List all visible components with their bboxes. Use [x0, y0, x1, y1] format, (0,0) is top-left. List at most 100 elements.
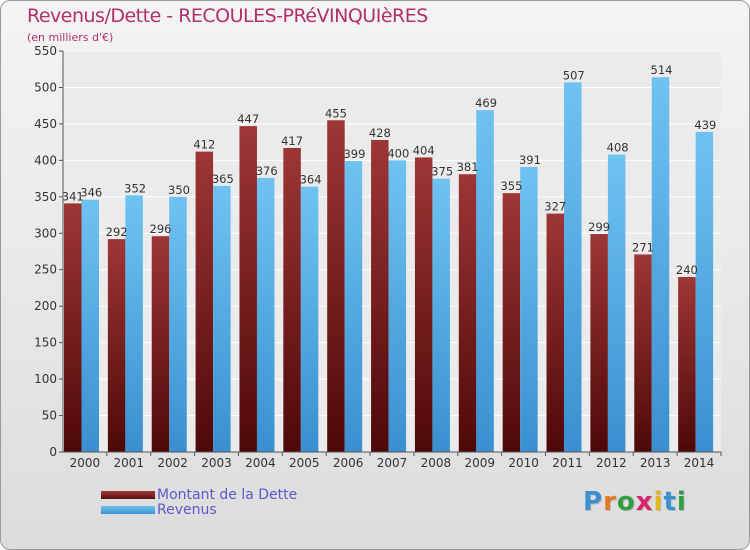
- data-label-debt: 240: [676, 263, 698, 277]
- y-tick-label: 50: [42, 409, 57, 423]
- data-label-debt: 355: [500, 179, 522, 193]
- x-tick-label: 2005: [289, 456, 320, 470]
- x-tick-label: 2011: [552, 456, 583, 470]
- bar-debt: [590, 234, 608, 452]
- legend-label-revenue: Revenus: [157, 501, 217, 518]
- bar-debt: [502, 193, 521, 452]
- bar-revenue: [344, 161, 363, 453]
- x-tick-label: 2002: [157, 456, 188, 470]
- y-tick-label: 350: [34, 190, 57, 204]
- bar-revenue: [256, 177, 275, 452]
- legend-item-debt: Montant de la Dette: [101, 486, 298, 503]
- data-label-revenue: 365: [212, 172, 234, 186]
- bar-revenue: [169, 196, 187, 452]
- x-tick-label: 2009: [464, 456, 495, 470]
- x-tick-label: 2006: [333, 456, 364, 470]
- bar-debt: [634, 254, 652, 452]
- y-tick-label: 0: [49, 445, 57, 459]
- data-label-debt: 341: [62, 189, 84, 203]
- data-label-revenue: 469: [475, 96, 497, 110]
- logo-letter: t: [663, 487, 677, 517]
- bar-debt: [195, 151, 214, 452]
- legend-item-revenue: Revenus: [101, 501, 297, 518]
- data-label-revenue: 350: [168, 183, 190, 197]
- chart-title: Revenus/Dette - RECOULES-PRéVINQUIèRES: [27, 5, 428, 27]
- data-label-revenue: 400: [387, 146, 409, 160]
- x-tick-label: 2013: [640, 456, 671, 470]
- legend-swatch-revenue: [101, 505, 155, 514]
- x-tick-label: 2001: [114, 456, 145, 470]
- bar-debt: [327, 120, 345, 452]
- data-label-revenue: 408: [607, 141, 629, 155]
- y-tick-label: 200: [34, 299, 57, 313]
- bar-revenue: [607, 154, 626, 452]
- y-tick-label: 250: [34, 263, 57, 277]
- bar-revenue: [476, 110, 494, 452]
- y-tick-label: 150: [34, 336, 57, 350]
- bar-revenue: [388, 160, 407, 452]
- legend-label-debt: Montant de la Dette: [157, 486, 298, 503]
- data-label-revenue: 399: [343, 147, 365, 161]
- bar-debt: [458, 174, 477, 452]
- data-label-debt: 296: [150, 222, 172, 236]
- bar-debt: [239, 126, 257, 452]
- bar-revenue: [300, 186, 319, 453]
- bar-debt: [678, 277, 696, 452]
- logo-letter: r: [603, 487, 617, 517]
- y-tick-label: 400: [34, 153, 57, 167]
- x-tick-label: 2004: [245, 456, 276, 470]
- data-label-debt: 404: [413, 143, 435, 157]
- x-tick-label: 2003: [201, 456, 232, 470]
- x-tick-label: 2007: [377, 456, 408, 470]
- logo-letter: i: [676, 487, 687, 517]
- bar-debt: [107, 239, 126, 452]
- bar-revenue: [125, 195, 143, 453]
- data-label-debt: 271: [632, 240, 654, 254]
- data-label-debt: 381: [457, 160, 479, 174]
- logo-letter: i: [653, 487, 664, 517]
- data-label-revenue: 514: [651, 63, 673, 77]
- bar-debt: [151, 236, 170, 452]
- y-tick-label: 550: [34, 44, 57, 58]
- x-tick-label: 2010: [508, 456, 539, 470]
- y-tick-label: 500: [34, 80, 57, 94]
- data-label-debt: 292: [106, 225, 128, 239]
- legend-swatch-debt: [101, 490, 155, 499]
- data-label-revenue: 391: [519, 153, 541, 167]
- y-tick-label: 100: [34, 372, 57, 386]
- bar-revenue: [564, 82, 582, 453]
- x-tick-label: 2012: [596, 456, 627, 470]
- data-label-debt: 417: [281, 134, 303, 148]
- data-label-debt: 428: [369, 126, 391, 140]
- bar-revenue: [695, 131, 714, 453]
- legend: Montant de la Dette Revenus: [101, 486, 298, 518]
- data-label-debt: 412: [193, 138, 215, 152]
- data-label-debt: 299: [588, 220, 610, 234]
- logo-letter: x: [635, 487, 654, 517]
- data-label-revenue: 346: [80, 186, 102, 200]
- bar-debt: [546, 213, 565, 452]
- x-tick-label: 2008: [421, 456, 452, 470]
- data-label-revenue: 439: [694, 118, 716, 132]
- data-label-debt: 447: [237, 112, 259, 126]
- bar-debt: [64, 203, 82, 452]
- bar-revenue: [81, 199, 99, 452]
- chart-subtitle: (en milliers d'€): [27, 31, 114, 44]
- bar-revenue: [520, 166, 538, 452]
- x-tick-label: 2014: [684, 456, 715, 470]
- data-label-revenue: 375: [431, 165, 453, 179]
- logo-letter: P: [583, 487, 604, 517]
- y-tick-label: 300: [34, 226, 57, 240]
- logo-letter: o: [616, 487, 636, 517]
- data-label-revenue: 352: [124, 181, 146, 195]
- data-label-revenue: 376: [256, 164, 278, 178]
- data-label-revenue: 364: [300, 173, 322, 187]
- bar-debt: [414, 157, 433, 452]
- bar-revenue: [432, 178, 450, 452]
- data-label-revenue: 507: [563, 68, 585, 82]
- y-tick-label: 450: [34, 117, 57, 131]
- bar-debt: [371, 139, 389, 452]
- bar-revenue: [213, 185, 231, 452]
